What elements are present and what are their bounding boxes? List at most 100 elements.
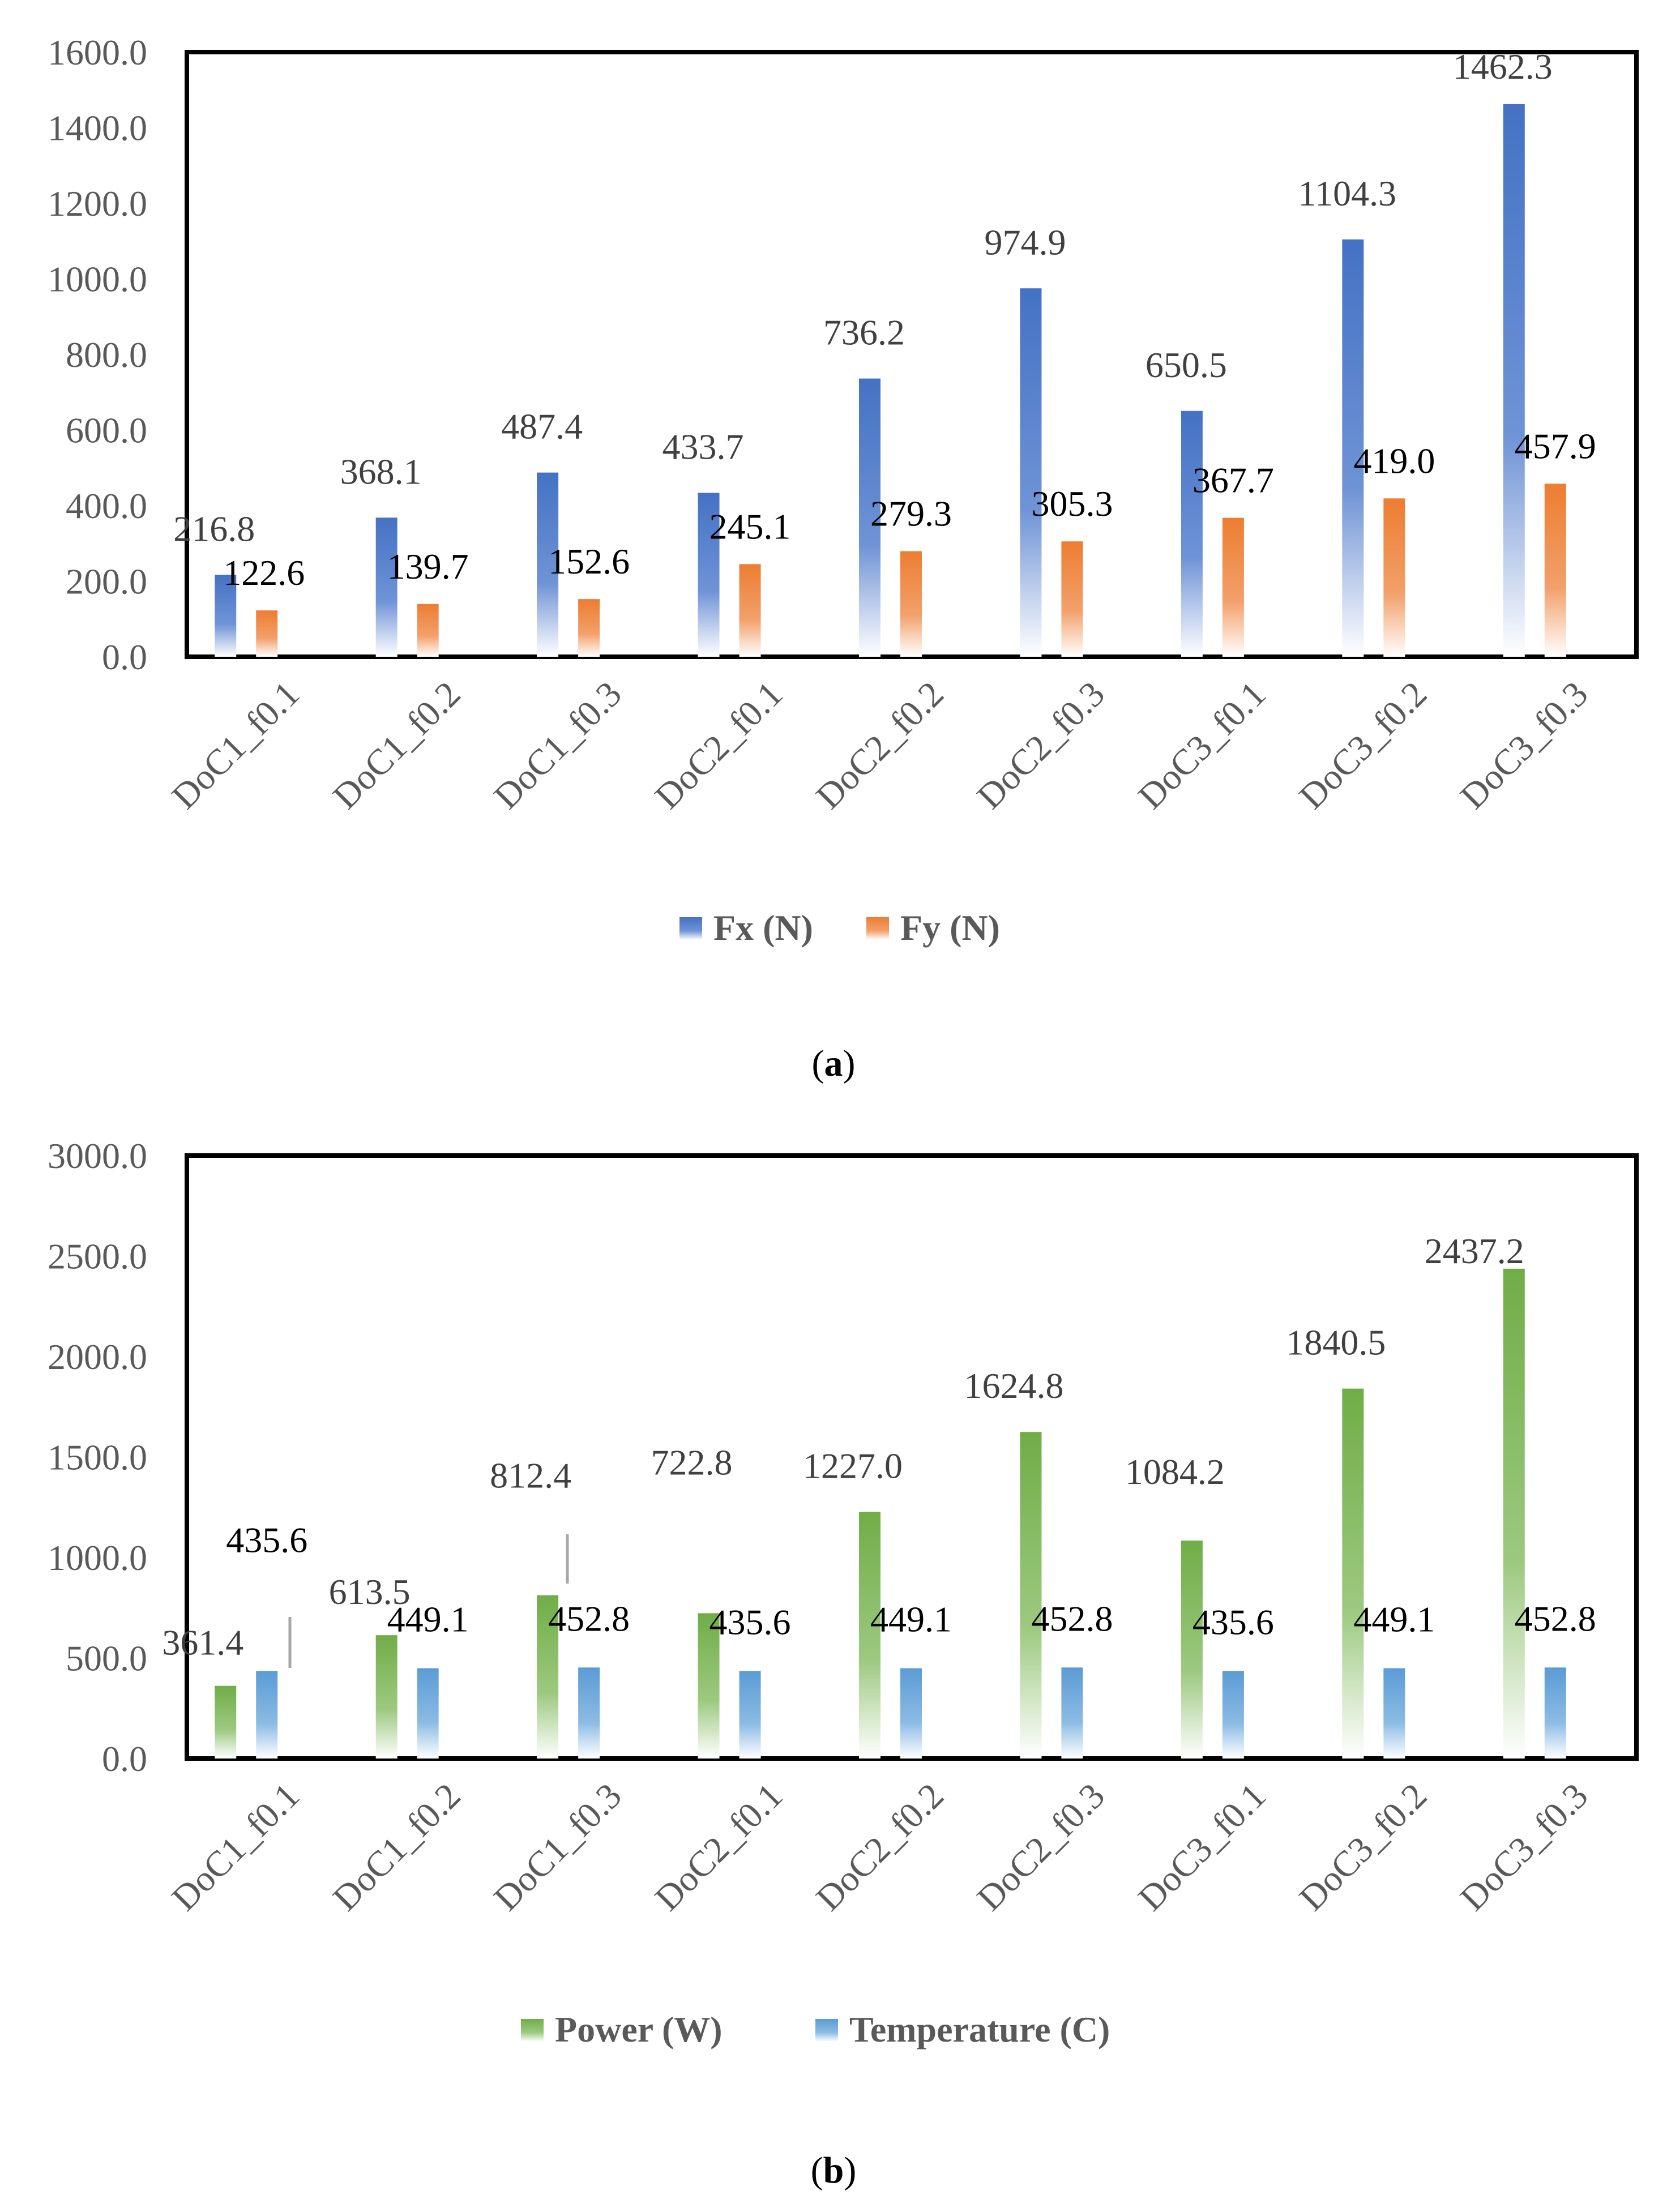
data-label: 1624.8 <box>964 1366 1063 1406</box>
caption-a: (a) <box>812 1043 856 1084</box>
data-label: 1104.3 <box>1298 173 1397 213</box>
data-label: 449.1 <box>870 1599 952 1640</box>
bar-power <box>1342 1388 1364 1759</box>
bar-power <box>859 1512 880 1759</box>
data-label: 139.7 <box>387 546 469 587</box>
data-label: 722.8 <box>651 1442 733 1482</box>
data-label: 457.9 <box>1515 426 1596 466</box>
bar-fy <box>417 604 439 657</box>
data-label: 812.4 <box>490 1456 571 1496</box>
bar-temperature <box>1383 1668 1405 1759</box>
x-tick-label: DoC2_f0.3 <box>969 674 1113 817</box>
bar-fx <box>1020 288 1042 657</box>
data-label: 122.6 <box>223 553 305 593</box>
x-tick-label: DoC2_f0.1 <box>647 674 790 817</box>
bar-temperature <box>1544 1667 1566 1759</box>
x-tick-label: DoC3_f0.1 <box>1130 674 1273 817</box>
x-tick-label: DoC3_f0.3 <box>1452 674 1596 817</box>
legend-label: Power (W) <box>555 2009 723 2050</box>
data-label: 449.1 <box>1353 1599 1435 1640</box>
bar-fx <box>1181 410 1203 657</box>
data-label: 1840.5 <box>1286 1323 1386 1363</box>
y-tick-label: 3000.0 <box>48 1136 147 1176</box>
bar-temperature <box>1061 1667 1083 1759</box>
y-tick-label: 2000.0 <box>48 1337 147 1377</box>
y-tick-label: 600.0 <box>66 410 147 451</box>
data-label: 613.5 <box>329 1572 411 1612</box>
bar-fy <box>1061 541 1083 657</box>
y-tick-label: 1500.0 <box>48 1437 147 1478</box>
data-label: 279.3 <box>870 494 952 534</box>
y-tick-label: 0.0 <box>102 1739 147 1779</box>
legend-swatch <box>815 2019 838 2042</box>
data-label: 1462.3 <box>1453 46 1553 87</box>
data-label: 435.6 <box>709 1602 791 1642</box>
y-tick-label: 1600.0 <box>48 32 147 72</box>
bar-fx <box>1342 239 1364 657</box>
x-tick-label: DoC1_f0.1 <box>164 1775 307 1919</box>
bar-power <box>375 1635 397 1759</box>
data-label: 449.1 <box>387 1599 469 1640</box>
data-label: 1227.0 <box>803 1445 903 1486</box>
x-tick-label: DoC1_f0.2 <box>325 674 468 817</box>
x-tick-label: DoC1_f0.1 <box>164 674 307 817</box>
bar-fx <box>859 378 880 657</box>
bar-fx <box>537 472 559 657</box>
chart-panel-a: 0.0 200.0 400.0 600.0 800.0 1000.0 1200.0 1400.… <box>48 32 1639 948</box>
data-label: 433.7 <box>662 427 744 467</box>
y-tick-label: 400.0 <box>66 486 147 526</box>
bar-fy <box>256 610 278 657</box>
legend-label: Fx (N) <box>713 908 813 948</box>
bar-fx <box>1503 104 1525 657</box>
bar-power <box>1020 1432 1042 1759</box>
bar-temperature <box>900 1668 922 1759</box>
x-tick-label: DoC2_f0.2 <box>808 1775 951 1919</box>
data-label: 152.6 <box>548 541 630 581</box>
y-tick-label: 1200.0 <box>48 183 147 224</box>
y-tick-label: 0.0 <box>102 637 147 677</box>
x-tick-label: DoC1_f0.2 <box>325 1775 468 1919</box>
bar-temperature <box>578 1667 600 1759</box>
bar-power <box>537 1595 559 1759</box>
legend-swatch <box>521 2019 544 2042</box>
data-label: 487.4 <box>501 407 583 447</box>
x-tick-label: DoC1_f0.3 <box>486 1775 629 1919</box>
y-tick-label: 800.0 <box>66 335 147 375</box>
data-label: 1084.2 <box>1125 1452 1225 1492</box>
bar-temperature <box>1222 1671 1244 1759</box>
bar-temperature <box>256 1671 278 1759</box>
data-label: 452.8 <box>548 1598 630 1638</box>
data-label: 435.6 <box>1192 1602 1274 1642</box>
y-tick-label: 500.0 <box>66 1638 147 1679</box>
plot-area-frame <box>185 1153 1639 1761</box>
x-tick-label: DoC3_f0.2 <box>1292 674 1435 817</box>
data-label: 650.5 <box>1145 345 1227 385</box>
bar-power <box>1181 1541 1203 1759</box>
bar-fy <box>1544 484 1566 657</box>
bar-fx <box>215 575 237 657</box>
data-label: 305.3 <box>1031 484 1113 524</box>
bar-temperature <box>739 1671 761 1759</box>
data-label: 435.6 <box>226 1520 307 1560</box>
data-label: 245.1 <box>709 506 791 546</box>
legend-swatch <box>866 917 889 940</box>
data-label: 368.1 <box>340 451 422 491</box>
x-tick-label: DoC2_f0.2 <box>808 674 951 817</box>
data-label: 2437.2 <box>1425 1231 1524 1271</box>
data-label: 452.8 <box>1515 1598 1596 1638</box>
bar-fy <box>578 599 600 657</box>
legend-label: Temperature (C) <box>849 2009 1110 2050</box>
data-label: 736.2 <box>823 313 905 353</box>
bar-power <box>215 1685 237 1759</box>
bar-fy <box>1222 517 1244 657</box>
x-tick-label: DoC3_f0.1 <box>1130 1775 1273 1919</box>
legend-label: Fy (N) <box>900 908 1000 948</box>
data-label: 361.4 <box>162 1623 243 1663</box>
bar-temperature <box>417 1668 439 1759</box>
x-tick-label: DoC2_f0.3 <box>969 1775 1113 1919</box>
data-label: 419.0 <box>1353 440 1435 481</box>
data-label: 452.8 <box>1031 1598 1113 1638</box>
data-label: 216.8 <box>173 508 255 549</box>
bar-fx <box>375 517 397 657</box>
